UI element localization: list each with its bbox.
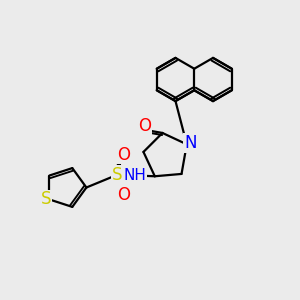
Text: N: N: [184, 134, 196, 152]
Text: NH: NH: [123, 168, 146, 183]
Text: S: S: [112, 166, 122, 184]
Text: O: O: [117, 146, 130, 164]
Text: O: O: [117, 186, 130, 204]
Text: O: O: [138, 117, 151, 135]
Text: S: S: [40, 190, 51, 208]
